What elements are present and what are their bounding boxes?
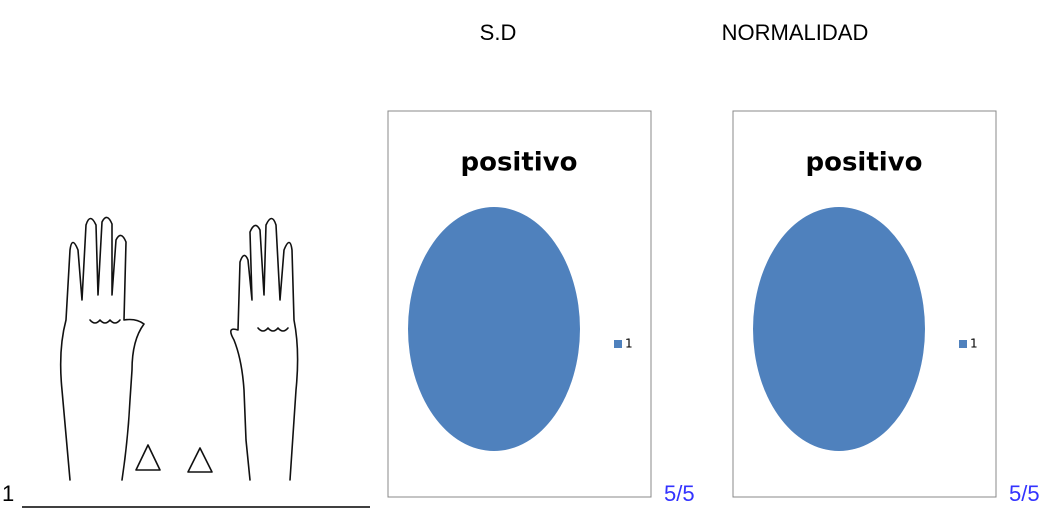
chart-title: positivo bbox=[460, 148, 577, 178]
row-label: 1 bbox=[2, 481, 14, 506]
pie-slice bbox=[408, 207, 580, 451]
score: 5/5 bbox=[664, 481, 695, 506]
chart-title: positivo bbox=[805, 148, 922, 178]
legend-label: 1 bbox=[970, 337, 978, 351]
hands-illustration bbox=[59, 216, 299, 481]
score: 5/5 bbox=[1009, 481, 1040, 506]
legend-label: 1 bbox=[625, 337, 633, 351]
column-header: NORMALIDAD bbox=[722, 20, 869, 45]
legend-swatch bbox=[614, 340, 622, 348]
legend-swatch bbox=[959, 340, 967, 348]
column-header: S.D bbox=[480, 20, 517, 45]
pie-slice bbox=[753, 207, 925, 451]
